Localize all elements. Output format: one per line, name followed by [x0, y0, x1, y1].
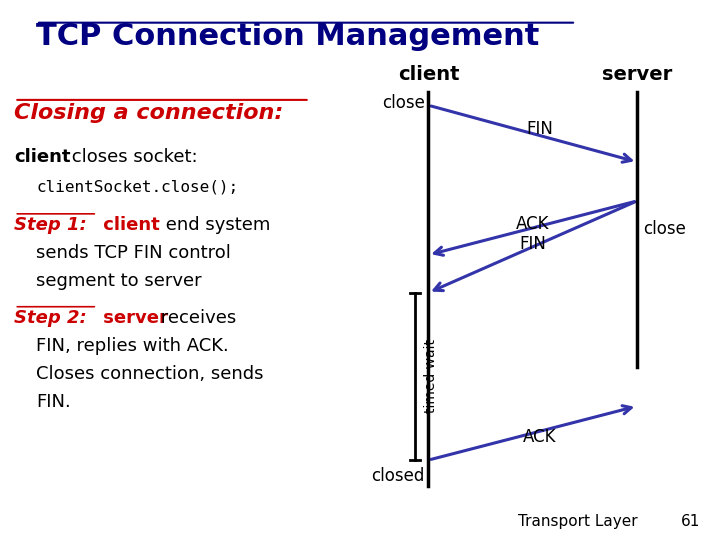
Text: 61: 61 — [680, 514, 700, 529]
Text: TCP Connection Management: TCP Connection Management — [36, 22, 539, 51]
Text: ACK: ACK — [523, 428, 557, 447]
Text: closed: closed — [372, 467, 425, 485]
Text: FIN: FIN — [519, 234, 546, 253]
Text: client: client — [97, 216, 160, 234]
Text: client: client — [397, 65, 459, 84]
Text: Closing a connection:: Closing a connection: — [14, 103, 284, 123]
Text: ACK: ACK — [516, 215, 549, 233]
Text: client: client — [14, 148, 71, 166]
Text: segment to server: segment to server — [36, 272, 202, 290]
Text: sends TCP FIN control: sends TCP FIN control — [36, 244, 231, 262]
Text: Closes connection, sends: Closes connection, sends — [36, 365, 264, 383]
Text: server: server — [602, 65, 672, 84]
Text: timed wait: timed wait — [424, 339, 438, 414]
Text: Step 2:: Step 2: — [14, 309, 87, 327]
Text: clientSocket.close();: clientSocket.close(); — [36, 179, 238, 194]
Text: close: close — [382, 93, 425, 112]
Text: close: close — [643, 220, 686, 239]
Text: end system: end system — [160, 216, 270, 234]
Text: Transport Layer: Transport Layer — [518, 514, 638, 529]
Text: FIN: FIN — [526, 119, 554, 138]
Text: Step 1:: Step 1: — [14, 216, 87, 234]
Text: FIN.: FIN. — [36, 393, 71, 411]
Text: server: server — [97, 309, 168, 327]
Text: FIN, replies with ACK.: FIN, replies with ACK. — [36, 337, 229, 355]
Text: closes socket:: closes socket: — [66, 148, 198, 166]
Text: receives: receives — [155, 309, 236, 327]
